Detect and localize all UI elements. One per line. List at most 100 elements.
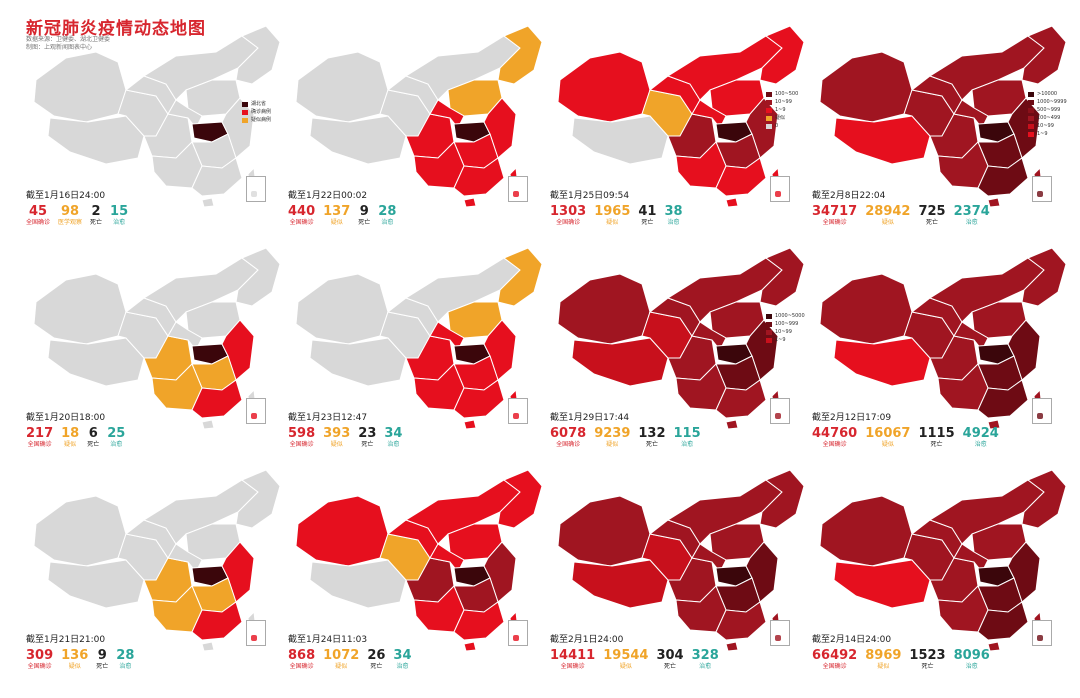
stat-deaths-value: 132 — [638, 426, 666, 441]
legend-label: 0 — [775, 123, 779, 129]
stat-cured: 8096 治愈 — [954, 648, 990, 671]
stat-deaths-value: 23 — [358, 426, 377, 441]
stat-suspected-value: 9239 — [594, 426, 631, 441]
legend-swatch — [242, 117, 248, 123]
stat-cured-label: 治愈 — [381, 219, 394, 226]
south-china-sea-inset — [1032, 620, 1052, 646]
stat-cured: 115 治愈 — [674, 426, 701, 449]
stat-confirmed-label: 全国确诊 — [27, 663, 52, 670]
legend-label: 10~99 — [775, 329, 792, 335]
stat-confirmed-value: 440 — [288, 204, 316, 219]
stat-deaths: 41 死亡 — [638, 204, 656, 227]
map-panel-1: 湖北省 确诊病例 疑似病例 截至1月16日24:00 45 全国确诊 98 医学观察 2 死亡 15… — [26, 18, 284, 246]
stat-cured-value: 8096 — [953, 648, 990, 663]
stat-suspected: 137 疑似 — [323, 204, 350, 227]
region-xinjiang — [819, 51, 913, 123]
panel-date: 截至2月8日22:04 — [812, 191, 886, 201]
legend-item: 疑似病例 — [242, 116, 271, 124]
legend-swatch — [1028, 123, 1034, 129]
region-dongbei — [1021, 25, 1067, 85]
region-hainan — [463, 197, 477, 208]
subtitle-credit: 制图：上观新闻图表中心 — [26, 44, 93, 51]
legend-swatch — [766, 321, 772, 327]
china-map — [557, 247, 805, 430]
panel-date: 截至1月21日21:00 — [26, 635, 106, 645]
region-xizang — [47, 115, 145, 165]
stat-confirmed-value: 217 — [26, 426, 54, 441]
region-xizang — [309, 115, 407, 165]
stat-suspected: 393 疑似 — [323, 426, 350, 449]
region-xizang — [833, 559, 931, 609]
stat-confirmed: 309 全国确诊 — [26, 648, 53, 671]
region-xinjiang — [33, 273, 127, 345]
stat-deaths-value: 1523 — [909, 648, 946, 663]
legend-label: 疑似 — [775, 115, 786, 121]
region-huanan — [977, 601, 1029, 641]
region-xizang — [571, 115, 669, 165]
region-huanan — [453, 601, 505, 641]
legend-swatch — [1028, 99, 1034, 105]
region-hainan — [201, 641, 215, 652]
legend-item: 500~999 — [1028, 106, 1067, 114]
legend-item: 100~500 — [766, 90, 798, 98]
stat-suspected: 18 疑似 — [61, 426, 79, 449]
legend-label: 确诊病例 — [251, 109, 272, 115]
south-china-sea-inset — [770, 620, 790, 646]
stat-cured-value: 115 — [673, 426, 701, 441]
region-dongbei — [497, 469, 543, 529]
stat-suspected: 1072 疑似 — [323, 648, 359, 671]
panel-date: 截至1月22日00:02 — [288, 191, 368, 201]
stat-confirmed: 66492 全国确诊 — [812, 648, 857, 671]
stat-cured: 25 治愈 — [107, 426, 125, 449]
region-xizang — [571, 337, 669, 387]
map-panel-2: 截至1月22日00:02 440 全国确诊 137 疑似 9 死亡 28 治愈 — [288, 18, 546, 246]
stat-suspected-value: 16067 — [865, 426, 911, 441]
stat-confirmed-label: 全国确诊 — [289, 441, 314, 448]
legend-label: 100~499 — [1037, 115, 1061, 121]
stat-confirmed: 14411 全国确诊 — [550, 648, 595, 671]
map-panel-7: 1000~5000 100~999 10~99 1~9 截至1月29日17:44 6078… — [550, 240, 808, 468]
stat-deaths: 9 死亡 — [358, 204, 370, 227]
stat-deaths-label: 死亡 — [641, 219, 654, 226]
region-huanan — [191, 157, 243, 197]
stat-deaths-value: 304 — [656, 648, 684, 663]
region-hainan — [725, 641, 739, 652]
china-map — [819, 469, 1067, 652]
panel-stats: 34717 全国确诊 28942 疑似 725 死亡 2374 治愈 — [812, 204, 998, 227]
stat-confirmed-value: 44760 — [812, 426, 858, 441]
stat-confirmed-label: 全国确诊 — [822, 663, 847, 670]
stat-deaths-label: 死亡 — [87, 441, 100, 448]
stat-deaths-label: 死亡 — [926, 219, 939, 226]
region-hainan — [725, 419, 739, 430]
legend-swatch — [242, 109, 248, 115]
stat-deaths-value: 1115 — [918, 426, 955, 441]
map-legend: 湖北省 确诊病例 疑似病例 — [242, 100, 271, 124]
legend-swatch — [766, 313, 772, 319]
stat-deaths-label: 死亡 — [90, 219, 103, 226]
region-xizang — [833, 115, 931, 165]
subtitle-source: 数据来源：卫健委、湖北卫健委 — [26, 36, 111, 43]
stat-suspected: 16067 疑似 — [865, 426, 910, 449]
legend-label: 500~999 — [1037, 107, 1061, 113]
page-title: 新冠肺炎疫情动态地图 — [26, 19, 206, 39]
legend-label: 10~99 — [1037, 123, 1054, 129]
stat-deaths: 6 死亡 — [87, 426, 99, 449]
stat-deaths: 1523 死亡 — [909, 648, 945, 671]
panel-date: 截至1月23日12:47 — [288, 413, 368, 423]
stat-deaths-value: 6 — [88, 426, 98, 441]
region-hainan — [725, 197, 739, 208]
stat-cured-label: 治愈 — [965, 219, 978, 226]
stat-cured-value: 2374 — [953, 204, 990, 219]
legend-swatch — [766, 123, 772, 129]
region-dongbei — [759, 247, 805, 307]
legend-label: >10000 — [1037, 91, 1058, 97]
south-china-sea-inset — [246, 398, 266, 424]
stat-deaths: 26 死亡 — [367, 648, 385, 671]
panel-stats: 1303 全国确诊 1965 疑似 41 死亡 38 治愈 — [550, 204, 691, 227]
stat-suspected-label: 疑似 — [606, 441, 619, 448]
page-subtitle: 数据来源：卫健委、湖北卫健委 制图：上观新闻图表中心 — [26, 36, 110, 52]
stat-confirmed-value: 14411 — [550, 648, 596, 663]
region-dongbei — [497, 25, 543, 85]
stat-deaths-label: 死亡 — [358, 219, 371, 226]
region-hainan — [463, 641, 477, 652]
